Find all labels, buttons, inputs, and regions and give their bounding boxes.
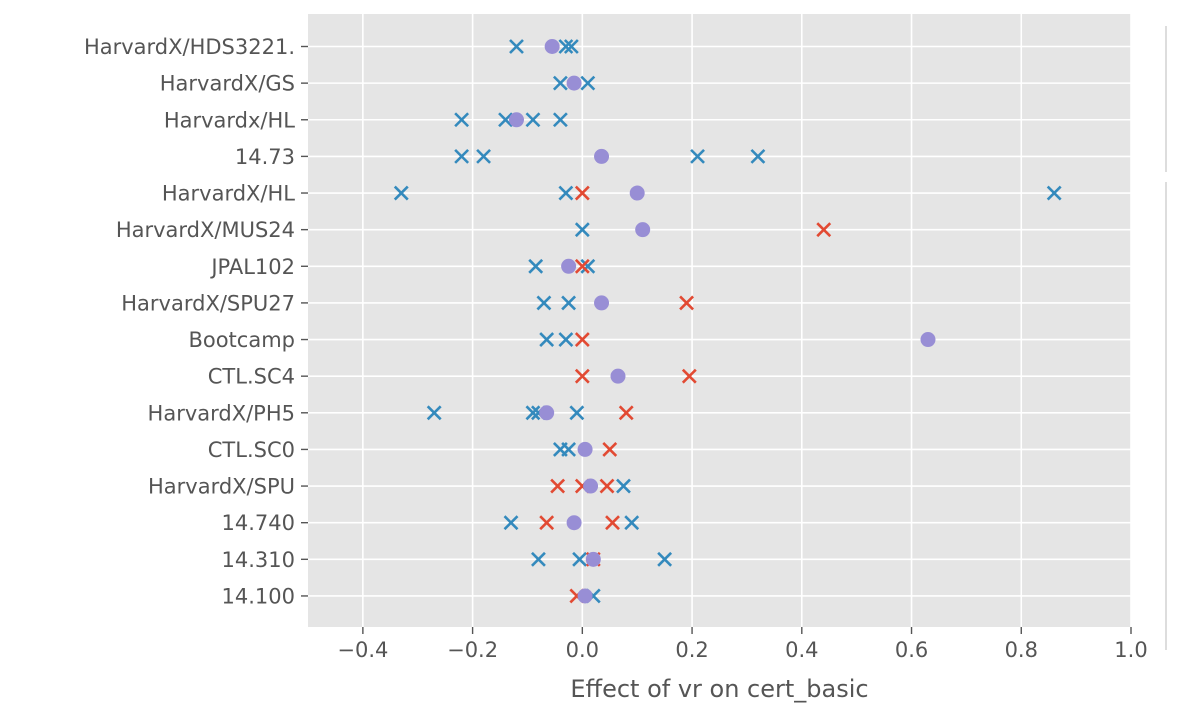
x-marker	[750, 148, 766, 164]
category-label: JPAL102	[209, 255, 295, 279]
grid-lines	[308, 14, 1132, 627]
x-marker	[616, 478, 631, 494]
category-label: Harvardx/HL	[164, 108, 295, 132]
category-label: 14.73	[235, 145, 295, 169]
x-marker	[476, 148, 491, 164]
x-marker	[525, 112, 541, 128]
x-marker	[561, 295, 577, 311]
x-tick-label: 1.0	[1114, 638, 1147, 662]
x-marker	[561, 442, 577, 457]
category-label: 14.740	[222, 511, 295, 535]
x-marker	[572, 551, 588, 567]
x-marker	[599, 478, 615, 494]
dot-marker	[920, 332, 936, 348]
x-marker	[580, 75, 596, 91]
x-axis-label: Effect of vr on cert_basic	[570, 675, 868, 703]
x-marker	[525, 405, 541, 421]
category-label: Bootcamp	[188, 328, 295, 352]
x-marker	[679, 295, 694, 311]
x-marker	[393, 185, 409, 201]
x-tick-label: −0.2	[447, 638, 498, 662]
category-label: CTL.SC0	[208, 438, 295, 462]
category-label: 14.310	[222, 548, 295, 572]
dot-marker	[544, 39, 560, 54]
category-label: 14.100	[222, 584, 295, 608]
x-marker	[558, 332, 574, 347]
x-tick-label: −0.4	[337, 638, 388, 662]
category-label: HarvardX/GS	[160, 72, 295, 96]
x-marker	[498, 112, 513, 128]
x-tick-label: 0.8	[1005, 638, 1038, 662]
dot-marker	[610, 368, 626, 384]
axis-ticks: −0.4 −0.2 0.0 0.2 0.4 0.6 0.8 1.0 HarvardX/HDS32…	[84, 35, 1148, 662]
x-marker	[657, 551, 673, 567]
x-marker	[550, 478, 566, 494]
x-marker	[558, 39, 574, 54]
x-marker	[618, 405, 634, 421]
x-marker	[454, 148, 470, 164]
x-marker	[552, 75, 568, 91]
dot-marker	[539, 405, 555, 421]
x-marker	[536, 295, 552, 311]
x-marker	[503, 515, 519, 531]
x-tick-label: 0.0	[566, 638, 599, 662]
x-tick-label: 0.6	[895, 638, 928, 662]
dot-marker	[577, 588, 593, 604]
x-marker	[539, 332, 555, 347]
x-marker	[624, 515, 640, 531]
x-marker	[816, 222, 832, 238]
x-marker	[580, 258, 596, 274]
x-marker	[574, 185, 590, 201]
x-marker	[569, 405, 585, 421]
dot-marker	[629, 185, 645, 201]
dot-marker	[585, 551, 601, 567]
x-marker	[509, 39, 524, 54]
x-tick-label: 0.2	[675, 638, 708, 662]
x-marker	[1046, 185, 1062, 201]
dot-marker	[635, 222, 651, 238]
category-label: HarvardX/HDS3221.	[84, 35, 295, 59]
x-marker	[558, 185, 574, 201]
x-tick-label: 0.4	[785, 638, 818, 662]
dot-marker	[508, 112, 524, 128]
x-marker	[539, 515, 555, 531]
category-label: HarvardX/HL	[162, 182, 295, 206]
dot-marker	[583, 478, 599, 494]
x-marker	[563, 39, 579, 54]
dot-marker	[561, 258, 577, 274]
plot-background	[308, 14, 1131, 627]
category-label: HarvardX/SPU27	[121, 291, 295, 315]
x-marker	[426, 405, 442, 421]
dot-marker	[594, 148, 610, 164]
x-marker	[602, 442, 618, 457]
x-marker	[681, 368, 697, 384]
dot-marker	[594, 295, 610, 311]
x-marker	[528, 258, 544, 274]
x-marker	[574, 258, 590, 274]
category-label: HarvardX/SPU	[148, 475, 295, 499]
category-label: HarvardX/PH5	[148, 401, 295, 425]
x-marker	[454, 112, 470, 128]
x-marker	[605, 515, 620, 531]
x-marker	[574, 222, 590, 238]
x-marker	[552, 112, 568, 128]
x-marker	[574, 332, 590, 347]
dot-marker	[566, 515, 582, 531]
dot-marker	[566, 75, 582, 91]
category-label: HarvardX/MUS24	[116, 218, 295, 242]
x-marker	[574, 368, 590, 384]
dot-marker	[577, 441, 593, 457]
category-label: CTL.SC4	[208, 365, 295, 389]
x-marker	[690, 148, 705, 164]
x-marker	[531, 551, 546, 567]
data-marks	[393, 39, 1062, 604]
